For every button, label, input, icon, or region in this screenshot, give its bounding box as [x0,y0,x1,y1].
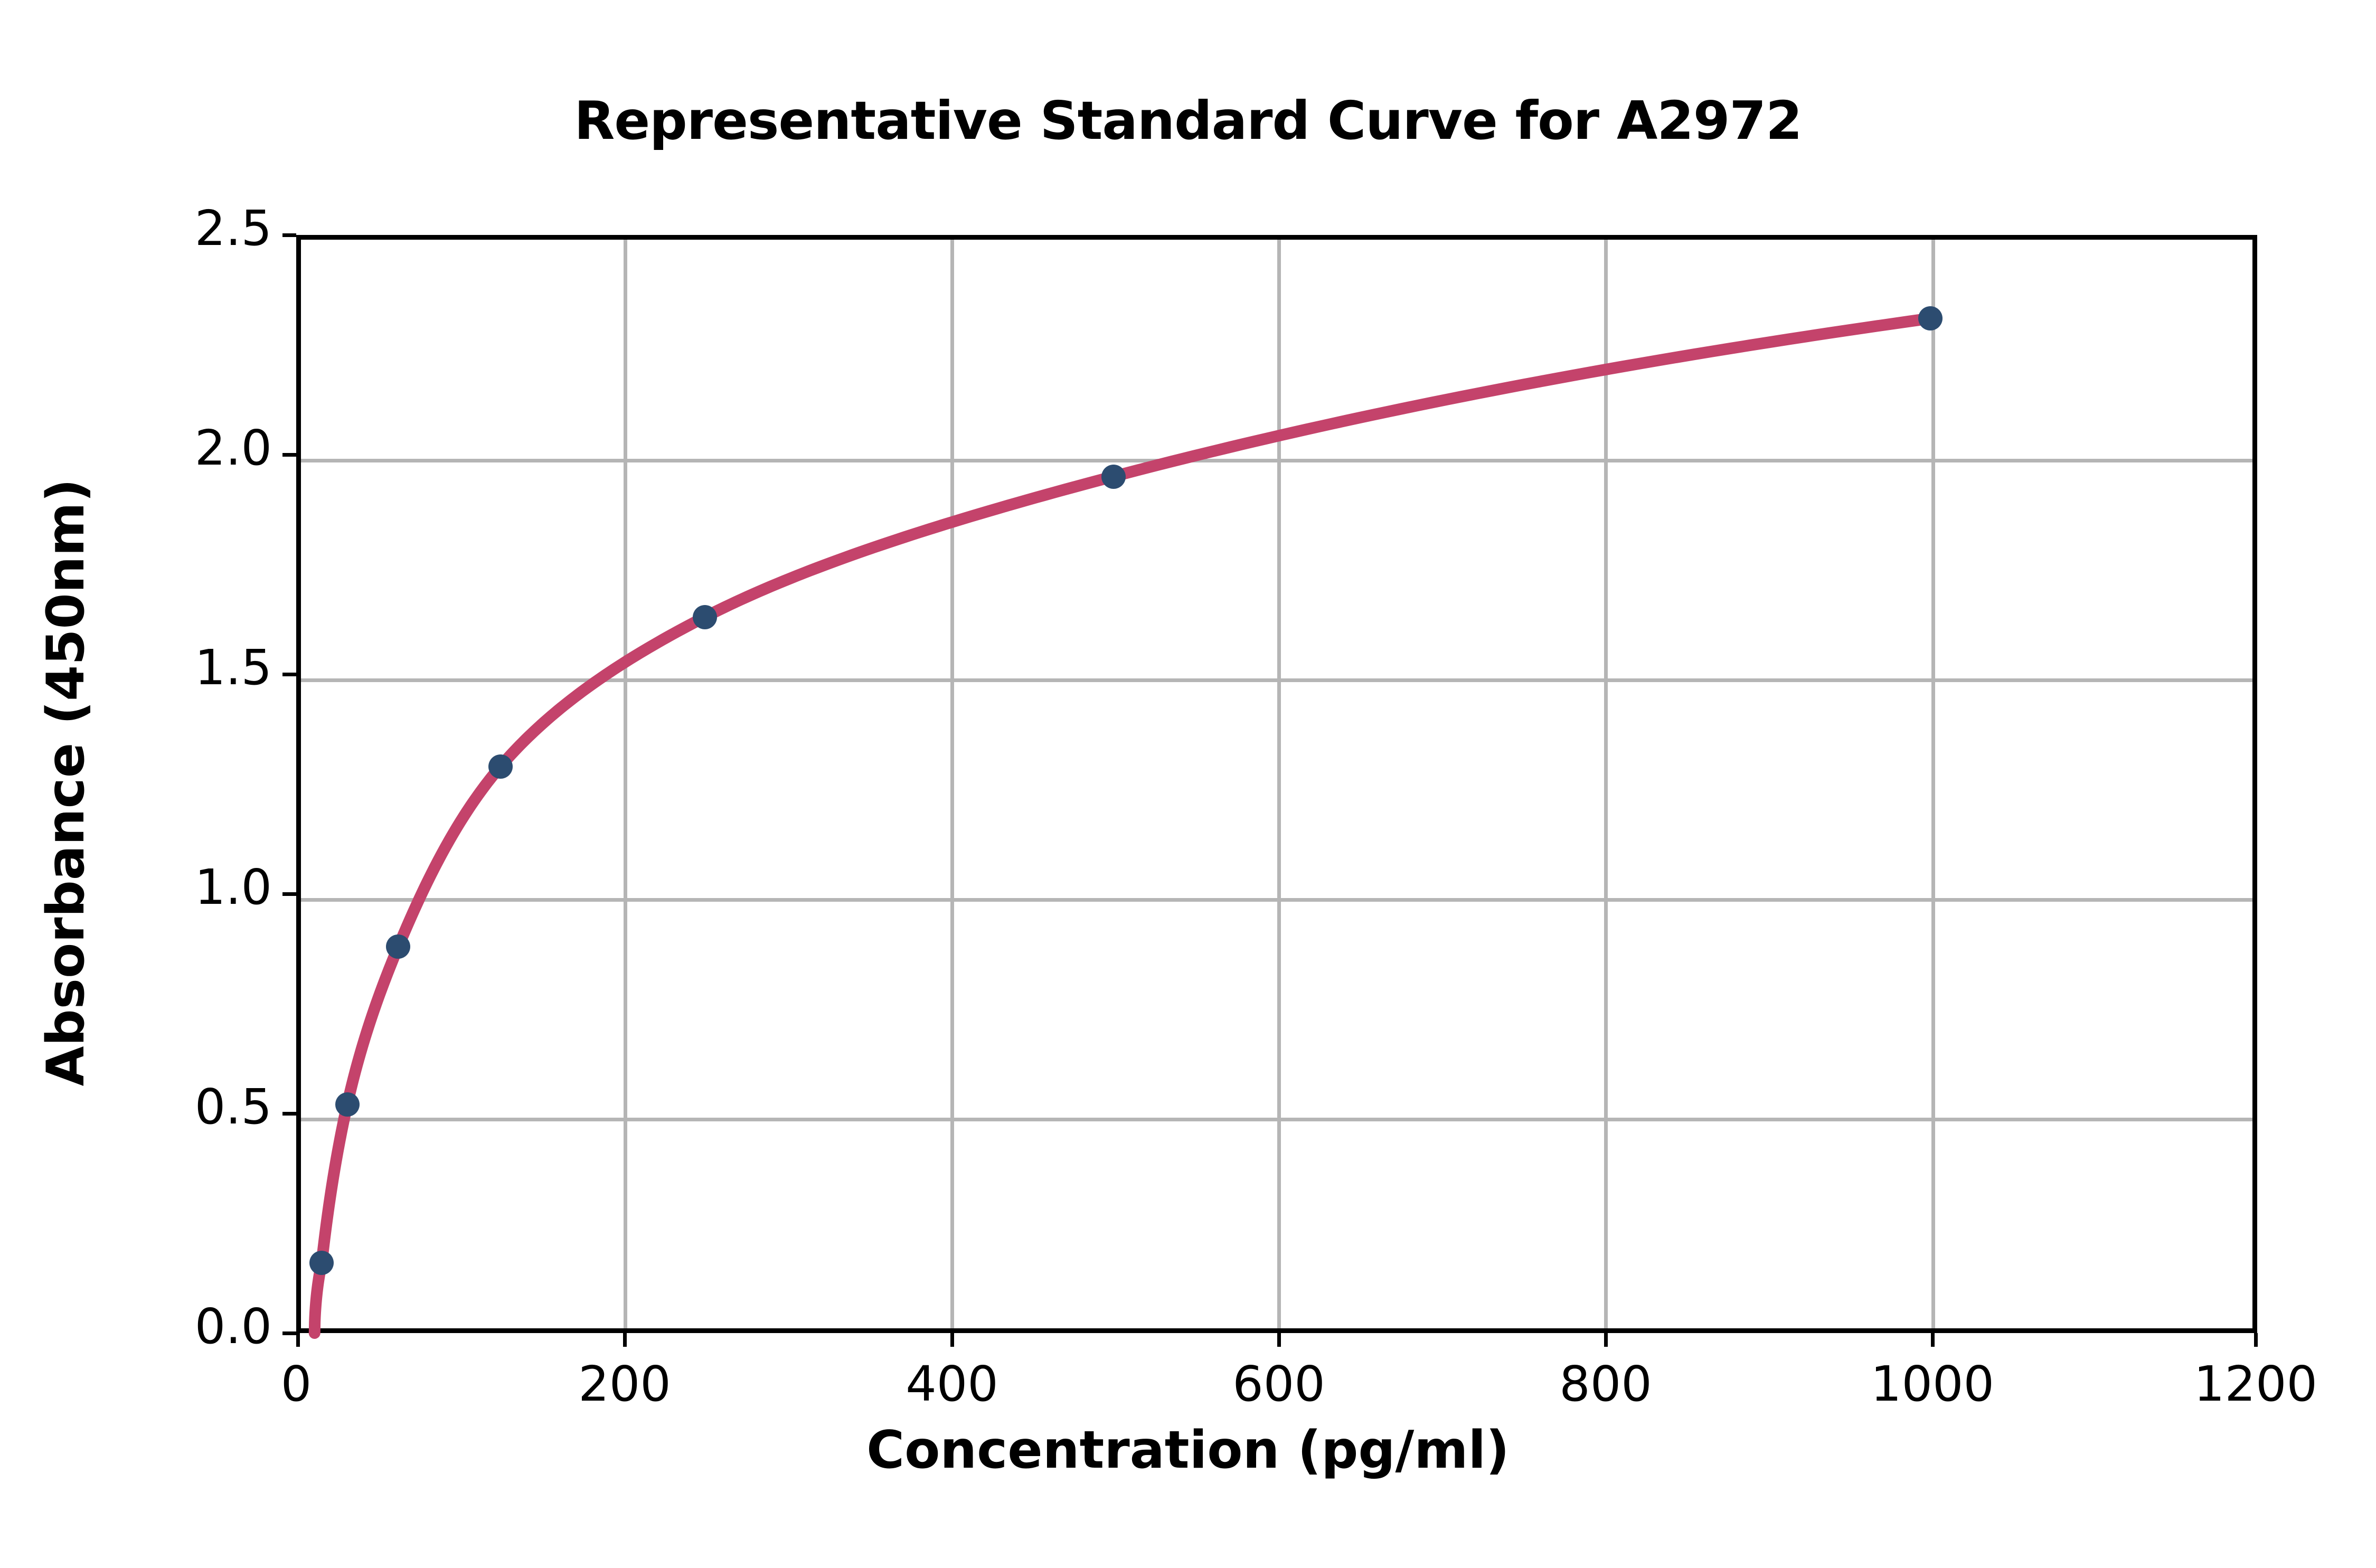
data-point [335,1092,360,1117]
ytick-mark-2-5 [282,233,296,237]
xtick-label-0: 0 [280,1356,312,1412]
gridline-vertical-200 [624,240,627,1328]
plot-area [296,235,2257,1333]
xtick-label-800: 800 [1559,1356,1652,1412]
gridline-vertical-1000 [1931,240,1935,1328]
ytick-label-0-0: 0.0 [194,1298,272,1355]
y-axis-label: Absorbance (450nm) [36,478,96,1087]
gridline-horizontal-2-0 [301,459,2252,462]
data-point [309,1250,334,1275]
xtick-mark-1200 [2254,1333,2258,1347]
gridline-vertical-600 [1277,240,1281,1328]
data-point [386,934,411,959]
xtick-mark-600 [1277,1333,1281,1347]
xtick-mark-800 [1604,1333,1608,1347]
xtick-mark-0 [296,1333,300,1347]
gridline-horizontal-0-5 [301,1118,2252,1121]
ytick-mark-0-0 [282,1331,296,1335]
x-axis-label: Concentration (pg/ml) [866,1420,1510,1480]
ytick-mark-1-5 [282,673,296,676]
xtick-mark-400 [950,1333,954,1347]
data-point [692,604,717,629]
gridline-horizontal-1-0 [301,898,2252,902]
data-point [1918,306,1943,331]
ytick-mark-2-0 [282,453,296,457]
ytick-mark-1-0 [282,892,296,896]
chart-title: Representative Standard Curve for A2972 [574,90,1802,152]
xtick-mark-1000 [1931,1333,1935,1347]
data-point [488,754,513,779]
ytick-mark-0-5 [282,1112,296,1116]
ytick-label-0-5: 0.5 [194,1079,272,1135]
gridline-horizontal-1-5 [301,678,2252,682]
xtick-label-200: 200 [578,1356,671,1412]
ytick-label-1-0: 1.0 [194,859,272,915]
xtick-label-400: 400 [906,1356,998,1412]
xtick-mark-200 [623,1333,627,1347]
ytick-label-2-5: 2.5 [194,200,272,257]
xtick-label-1200: 1200 [2193,1356,2318,1412]
xtick-label-1000: 1000 [1870,1356,1995,1412]
gridline-vertical-400 [950,240,954,1328]
ytick-label-1-5: 1.5 [194,639,272,696]
data-point [1101,464,1126,489]
gridline-vertical-800 [1604,240,1608,1328]
ytick-label-2-0: 2.0 [194,420,272,476]
xtick-label-600: 600 [1232,1356,1325,1412]
